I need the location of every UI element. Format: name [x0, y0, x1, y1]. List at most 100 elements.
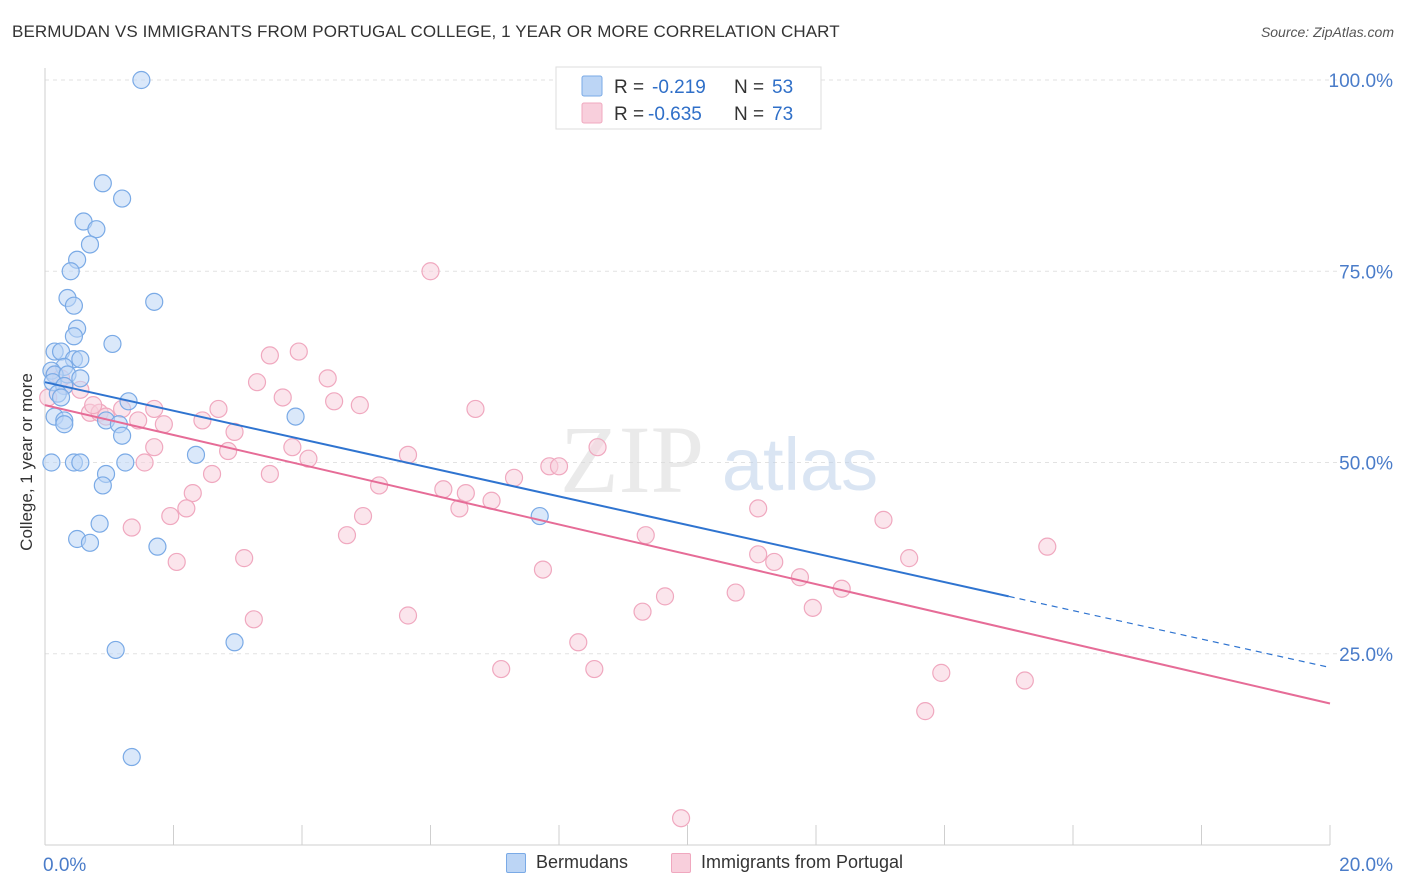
point-portugal: [244, 610, 263, 629]
point-portugal: [353, 506, 373, 526]
point-portugal: [456, 484, 475, 503]
point-portugal: [900, 549, 919, 568]
point-portugal: [549, 457, 569, 476]
point-bermudans: [71, 369, 90, 388]
stats-n-value-bermudans: 53: [772, 77, 793, 98]
point-portugal: [325, 392, 344, 411]
stats-swatch-bermudans: [581, 75, 603, 97]
point-bermudans: [64, 296, 84, 315]
point-bermudans: [122, 747, 141, 767]
legend-label-portugal: Immigrants from Portugal: [701, 852, 904, 872]
point-portugal: [932, 663, 951, 682]
point-portugal: [450, 499, 469, 518]
point-portugal: [209, 399, 228, 419]
point-portugal: [421, 262, 440, 281]
point-bermudans: [93, 174, 112, 193]
stats-r-label-bermudans: R =: [614, 77, 644, 98]
gridlines: [45, 79, 1340, 655]
point-portugal: [145, 399, 164, 419]
x-tick-labels: 0.0% 20.0%: [43, 855, 1393, 876]
point-bermudans: [93, 476, 112, 495]
point-portugal: [749, 499, 768, 518]
series-bermudans-points: [42, 70, 549, 767]
point-bermudans: [148, 537, 167, 556]
stats-r-value-bermudans: -0.219: [652, 77, 706, 98]
point-bermudans: [225, 633, 244, 652]
point-portugal: [135, 453, 154, 472]
point-portugal: [633, 602, 652, 621]
point-portugal: [655, 587, 675, 606]
point-portugal: [533, 560, 553, 579]
point-portugal: [504, 468, 524, 487]
point-bermudans: [42, 453, 61, 472]
point-bermudans: [112, 189, 132, 208]
legend-swatch-portugal: [671, 852, 691, 873]
point-portugal: [803, 598, 822, 617]
point-portugal: [671, 809, 691, 828]
point-portugal: [337, 526, 357, 545]
y-tick-label: 50.0%: [1339, 454, 1393, 475]
y-tick-labels: 25.0% 50.0% 75.0% 100.0%: [1329, 71, 1394, 666]
point-portugal: [161, 506, 180, 526]
point-portugal: [167, 552, 186, 572]
stats-r-label-portugal: R =: [614, 104, 644, 125]
point-bermudans: [90, 514, 109, 533]
point-portugal: [765, 552, 784, 572]
point-bermudans: [51, 388, 71, 407]
watermark: ZIP atlas: [560, 406, 878, 513]
point-bermudans: [186, 445, 206, 464]
legend-item-portugal: Immigrants from Portugal: [671, 852, 903, 873]
y-tick-label: 100.0%: [1329, 71, 1394, 92]
point-portugal: [154, 415, 173, 434]
chart-title: BERMUDAN VS IMMIGRANTS FROM PORTUGAL COL…: [12, 22, 840, 41]
point-bermudans: [103, 334, 122, 354]
point-portugal: [1015, 671, 1034, 690]
stats-r-value-portugal: -0.635: [648, 104, 702, 125]
point-bermudans: [106, 640, 125, 660]
point-portugal: [588, 438, 607, 457]
point-portugal: [350, 396, 369, 415]
point-bermudans: [80, 533, 100, 552]
point-portugal: [145, 438, 164, 457]
point-portugal: [585, 659, 604, 679]
point-bermudans: [61, 262, 80, 281]
stats-legend: R = -0.219 N = 53 R = -0.635 N = 73: [555, 66, 822, 130]
stats-n-label-portugal: N =: [734, 104, 764, 125]
x-tick-label: 0.0%: [43, 855, 86, 876]
point-portugal: [1038, 537, 1057, 556]
point-bermudans: [145, 292, 164, 311]
point-portugal: [370, 476, 389, 495]
trendline-bermudans: [44, 381, 1009, 598]
point-bermudans: [71, 350, 90, 369]
trendline-portugal: [44, 404, 1331, 705]
x-tick-label: 20.0%: [1339, 855, 1393, 876]
series-portugal-points: [39, 262, 1057, 828]
point-bermudans: [112, 426, 132, 445]
trendline-bermudans-extension: [1008, 595, 1331, 669]
point-portugal: [122, 518, 141, 537]
y-axis-label: College, 1 year or more: [17, 373, 36, 551]
point-portugal: [129, 411, 148, 430]
point-portugal: [874, 510, 893, 529]
y-tick-label: 75.0%: [1339, 262, 1393, 283]
point-portugal: [202, 464, 222, 484]
point-portugal: [177, 499, 196, 518]
watermark-zip: ZIP: [560, 406, 704, 513]
y-tick-label: 25.0%: [1339, 645, 1393, 666]
point-bermudans: [132, 70, 151, 90]
point-portugal: [492, 659, 511, 679]
legend-label-bermudans: Bermudans: [536, 852, 629, 872]
point-portugal: [790, 568, 810, 587]
point-portugal: [318, 369, 337, 388]
source-label: Source: ZipAtlas.com: [1260, 24, 1394, 40]
point-bermudans: [55, 415, 74, 434]
point-portugal: [247, 373, 267, 392]
watermark-atlas: atlas: [722, 423, 878, 506]
point-bermudans: [64, 327, 84, 346]
point-bermudans: [71, 453, 90, 472]
point-bermudans: [116, 453, 135, 472]
point-bermudans: [80, 235, 100, 254]
point-portugal: [289, 342, 308, 361]
point-portugal: [260, 464, 279, 484]
